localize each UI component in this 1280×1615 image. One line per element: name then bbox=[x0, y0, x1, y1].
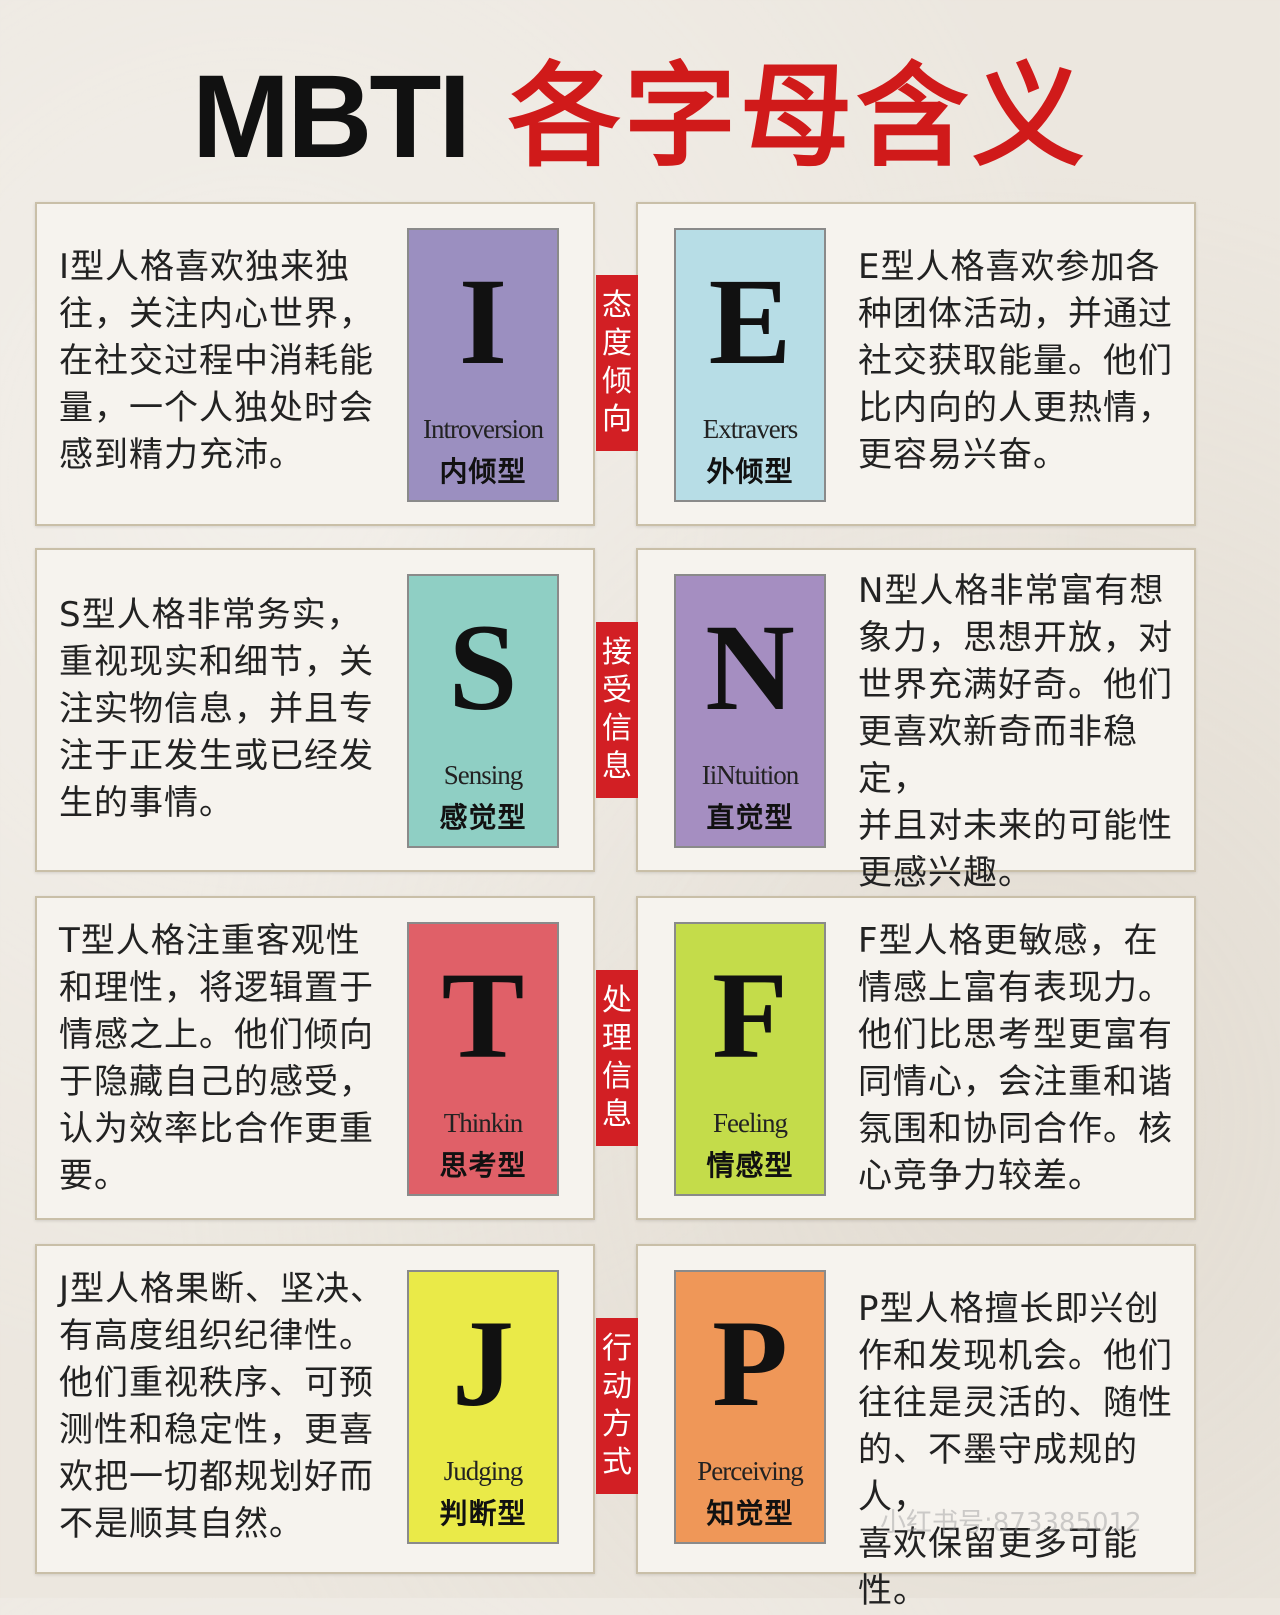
en-label-F: Feeling bbox=[713, 1108, 788, 1138]
en-label-E: Extravers bbox=[702, 414, 798, 444]
letter-I: I bbox=[458, 253, 508, 390]
panel-T: T型人格注重客观性 和理性，将逻辑置于 情感之上。他们倾向 于隐藏自己的感受， … bbox=[35, 896, 595, 1220]
card-N: N IiNtuition 直觉型 bbox=[674, 574, 826, 848]
desc-J: J型人格果断、坚决、 有高度组织纪律性。 他们重视秩序、可预 测性和稳定性，更喜… bbox=[59, 1269, 386, 1544]
letter-T: T bbox=[441, 947, 525, 1084]
en-label-N: IiNtuition bbox=[701, 760, 800, 790]
tag-action: 行动方式 bbox=[596, 1318, 638, 1494]
title-mbti: MBTI bbox=[191, 51, 471, 183]
en-label-T: Thinkin bbox=[443, 1108, 524, 1138]
watermark: 小红书号:873385012 bbox=[880, 1508, 1142, 1538]
letter-F: F bbox=[712, 947, 788, 1084]
desc-N: N型人格非常富有想 象力，思想开放，对 世界充满好奇。他们 更喜欢新奇而非稳定，… bbox=[858, 571, 1173, 893]
card-J: J Judging 判断型 bbox=[407, 1270, 559, 1544]
panel-S: S型人格非常务实， 重视现实和细节，关 注实物信息，并且专 注于正发生或已经发 … bbox=[35, 548, 595, 872]
card-P: P Perceiving 知觉型 bbox=[674, 1270, 826, 1544]
panel-N: N IiNtuition 直觉型 N型人格非常富有想 象力，思想开放，对 世界充… bbox=[636, 548, 1196, 893]
cn-label-F: 情感型 bbox=[706, 1149, 794, 1182]
card-F: F Feeling 情感型 bbox=[674, 922, 826, 1196]
letter-J: J bbox=[452, 1295, 514, 1432]
desc-S: S型人格非常务实， 重视现实和细节，关 注实物信息，并且专 注于正发生或已经发 … bbox=[59, 595, 374, 823]
panel-E: E Extravers 外倾型 E型人格喜欢参加各 种团体活动，并通过 社交获取… bbox=[636, 202, 1196, 526]
tag-processing: 处理信息 bbox=[596, 970, 638, 1146]
panel-J: J型人格果断、坚决、 有高度组织纪律性。 他们重视秩序、可预 测性和稳定性，更喜… bbox=[35, 1244, 595, 1574]
en-label-I: Introversion bbox=[423, 414, 544, 444]
panel-P: P Perceiving 知觉型 P型人格擅长即兴创 作和发现机会。他们 往往是… bbox=[636, 1244, 1196, 1611]
tag-attitude: 态度倾向 bbox=[596, 275, 638, 451]
page-title: MBTI 各字母含义 bbox=[0, 52, 1280, 182]
letter-P: P bbox=[712, 1295, 788, 1432]
desc-I: I型人格喜欢独来独 往，关注内心世界， 在社交过程中消耗能 量，一个人独处时会 … bbox=[59, 247, 374, 475]
card-I: I Introversion 内倾型 bbox=[407, 228, 559, 502]
desc-F: F型人格更敏感，在 情感上富有表现力。 他们比思考型更富有 同情心，会注重和谐 … bbox=[858, 921, 1173, 1196]
letter-E: E bbox=[708, 253, 792, 390]
tag-information: 接受信息 bbox=[596, 622, 638, 798]
title-subtitle: 各字母含义 bbox=[508, 52, 1089, 182]
desc-T: T型人格注重客观性 和理性，将逻辑置于 情感之上。他们倾向 于隐藏自己的感受， … bbox=[59, 921, 374, 1196]
en-label-J: Judging bbox=[443, 1456, 524, 1486]
card-T: T Thinkin 思考型 bbox=[407, 922, 559, 1196]
cn-label-E: 外倾型 bbox=[706, 455, 794, 488]
cn-label-T: 思考型 bbox=[439, 1149, 527, 1182]
card-S: S Sensing 感觉型 bbox=[407, 574, 559, 848]
desc-P: P型人格擅长即兴创 作和发现机会。他们 往往是灵活的、随性 的、不墨守成规的人，… bbox=[858, 1289, 1173, 1611]
cn-label-N: 直觉型 bbox=[706, 801, 794, 834]
letter-N: N bbox=[705, 599, 795, 736]
cn-label-J: 判断型 bbox=[439, 1497, 527, 1530]
en-label-S: Sensing bbox=[443, 760, 524, 790]
cn-label-I: 内倾型 bbox=[439, 455, 527, 488]
desc-E: E型人格喜欢参加各 种团体活动，并通过 社交获取能量。他们 比内向的人更热情， … bbox=[858, 247, 1173, 475]
card-E: E Extravers 外倾型 bbox=[674, 228, 826, 502]
cn-label-S: 感觉型 bbox=[439, 801, 527, 834]
en-label-P: Perceiving bbox=[697, 1456, 803, 1486]
cn-label-P: 知觉型 bbox=[706, 1497, 794, 1530]
letter-S: S bbox=[448, 599, 518, 736]
panel-I: I型人格喜欢独来独 往，关注内心世界， 在社交过程中消耗能 量，一个人独处时会 … bbox=[35, 202, 595, 526]
panel-F: F Feeling 情感型 F型人格更敏感，在 情感上富有表现力。 他们比思考型… bbox=[636, 896, 1196, 1220]
